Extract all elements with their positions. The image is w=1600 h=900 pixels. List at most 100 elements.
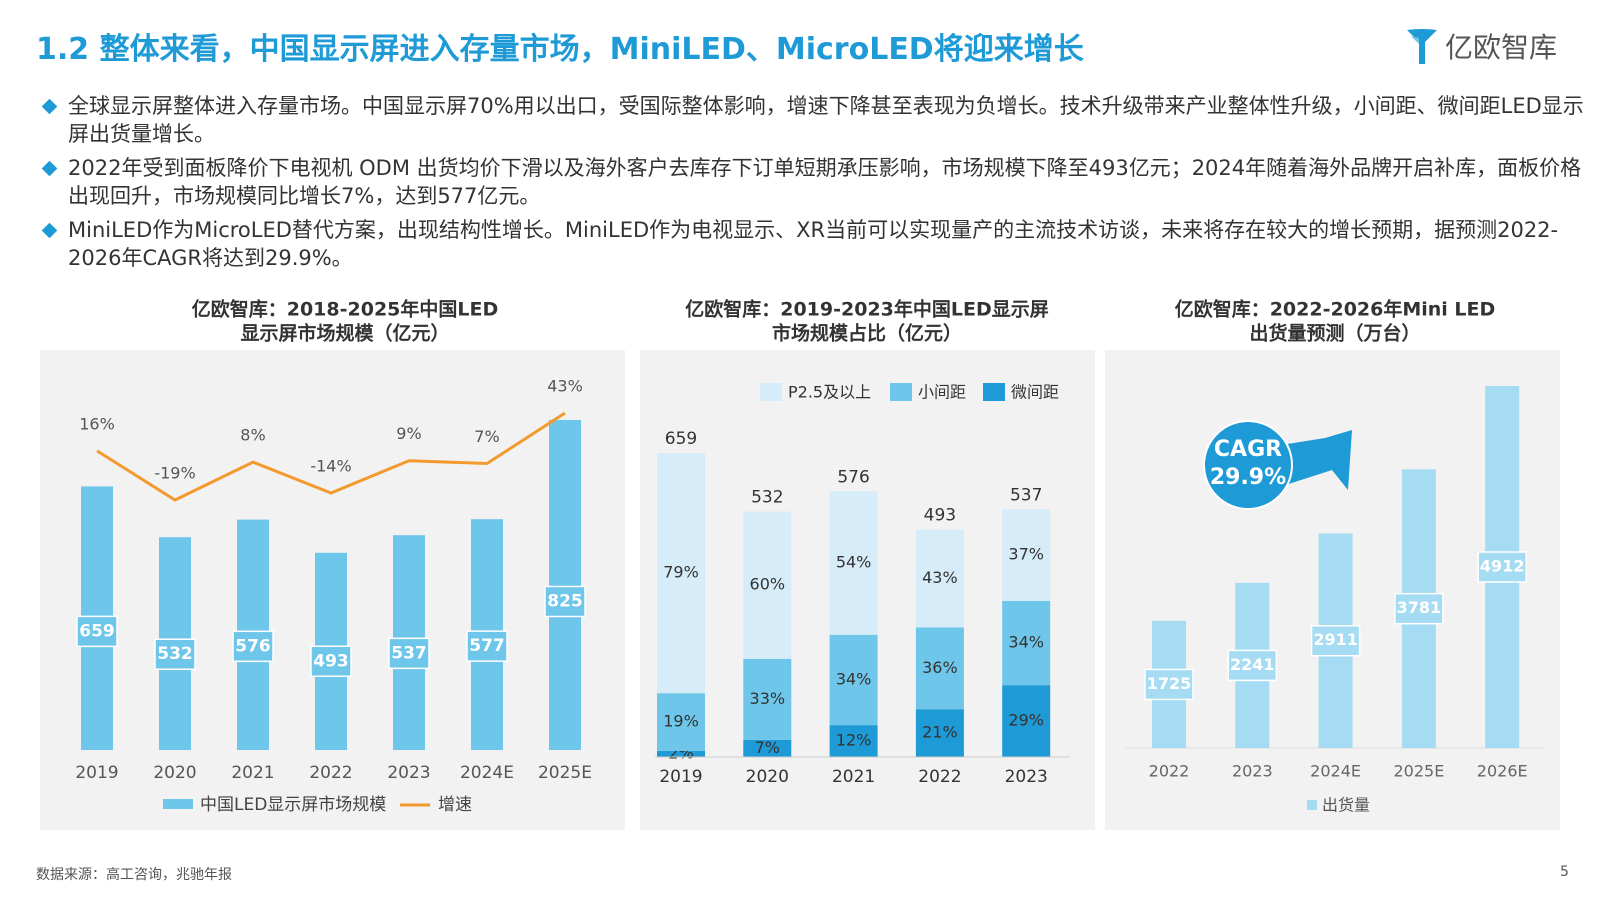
segment-label: 7% bbox=[755, 738, 780, 757]
bar-segment bbox=[657, 693, 705, 751]
annotation: 29.9% bbox=[1210, 465, 1286, 490]
bar-segment bbox=[829, 634, 878, 726]
x-tick-label: 2022 bbox=[309, 763, 352, 783]
legend-label: 小间距 bbox=[918, 383, 966, 402]
bullet: MiniLED作为MicroLED替代方案，出现结构性增长。MiniLED作为电… bbox=[40, 216, 1585, 272]
bar-segment bbox=[743, 511, 792, 659]
legend-label: 增速 bbox=[438, 795, 472, 815]
bar-label: 576 bbox=[235, 636, 271, 656]
bar-segment bbox=[743, 739, 792, 757]
x-tick-label: 2023 bbox=[1005, 767, 1048, 787]
x-tick-label: 2022 bbox=[918, 767, 961, 787]
bar-label-box bbox=[1394, 592, 1444, 625]
bar-label: 3781 bbox=[1397, 598, 1442, 617]
line-label: 7% bbox=[474, 427, 499, 446]
bar-label: 577 bbox=[469, 636, 505, 656]
x-tick-label: 2021 bbox=[231, 763, 274, 783]
logo-text: 亿欧智库 bbox=[1445, 31, 1558, 64]
total-label: 537 bbox=[1010, 485, 1042, 505]
total-label: 576 bbox=[837, 467, 869, 487]
bar-label-box bbox=[544, 585, 586, 618]
x-tick-label: 2023 bbox=[1232, 762, 1273, 781]
bar-segment bbox=[1002, 600, 1051, 686]
bar-label-box bbox=[310, 645, 352, 678]
chart-title: 出货量预测（万台） bbox=[1249, 322, 1420, 345]
logo: 亿欧智库 bbox=[1405, 26, 1557, 66]
x-tick-label: 2019 bbox=[659, 767, 702, 787]
chart-title: 市场规模占比（亿元） bbox=[772, 322, 962, 345]
x-tick-label: 2019 bbox=[75, 763, 118, 783]
x-tick-label: 2025E bbox=[538, 763, 592, 783]
bar-segment bbox=[915, 627, 964, 710]
bar-label: 493 bbox=[313, 651, 349, 671]
bar-segment bbox=[657, 453, 705, 694]
source: 数据来源：高工咨询，兆驰年报 bbox=[36, 867, 232, 883]
bar-label-box bbox=[76, 615, 118, 648]
legend-label: 出货量 bbox=[1322, 796, 1370, 815]
bar bbox=[549, 420, 581, 750]
annotation: CAGR bbox=[1214, 437, 1282, 462]
x-tick-label: 2020 bbox=[153, 763, 196, 783]
legend-swatch bbox=[983, 383, 1005, 401]
bar-label: 2241 bbox=[1230, 655, 1275, 674]
chart-title: 亿欧智库：2018-2025年中国LED bbox=[192, 298, 499, 321]
growth-line bbox=[96, 411, 566, 502]
segment-label: 60% bbox=[750, 575, 786, 594]
bullet-list: 全球显示屏整体进入存量市场。中国显示屏70%用以出口，受国际整体影响，增速下降甚… bbox=[40, 92, 1585, 278]
legend-swatch bbox=[890, 383, 912, 401]
bullet: 全球显示屏整体进入存量市场。中国显示屏70%用以出口，受国际整体影响，增速下降甚… bbox=[40, 92, 1585, 148]
segment-label: 19% bbox=[663, 712, 699, 731]
x-tick-label: 2024E bbox=[1310, 762, 1361, 781]
slide-title: 1.2 整体来看，中国显示屏进入存量市场，MiniLED、MicroLED将迎来… bbox=[36, 32, 1084, 67]
bar-segment bbox=[1002, 685, 1051, 757]
line-label: 16% bbox=[79, 414, 115, 433]
segment-label: 33% bbox=[750, 689, 786, 708]
segment-label: 12% bbox=[836, 731, 872, 750]
bar-segment bbox=[829, 491, 878, 635]
segment-label: 54% bbox=[836, 553, 872, 572]
x-tick-label: 2021 bbox=[832, 767, 875, 787]
legend-label: 微间距 bbox=[1011, 383, 1059, 402]
total-label: 532 bbox=[751, 488, 783, 508]
chart-title: 亿欧智库：2019-2023年中国LED显示屏 bbox=[685, 298, 1049, 321]
total-label: 659 bbox=[665, 429, 697, 449]
bar-label-box bbox=[232, 630, 274, 663]
bar-label-box bbox=[1227, 649, 1278, 682]
segment-label: 43% bbox=[922, 568, 958, 587]
bar-segment bbox=[915, 709, 964, 757]
bar-label: 825 bbox=[547, 592, 583, 612]
bar-segment bbox=[1002, 509, 1051, 601]
bar-label: 1725 bbox=[1147, 674, 1192, 693]
line-label: -19% bbox=[154, 464, 195, 483]
logo-icon bbox=[1407, 29, 1437, 64]
line-label: 8% bbox=[240, 426, 265, 445]
segment-label: 34% bbox=[1008, 633, 1044, 652]
line-label: -14% bbox=[310, 456, 351, 475]
bullet: 2022年受到面板降价下电视机 ODM 出货均价下滑以及海外客户去库存下订单短期… bbox=[40, 154, 1585, 210]
segment-label: 37% bbox=[1008, 545, 1044, 564]
page-number: 5 bbox=[1560, 864, 1569, 880]
bar-label-box bbox=[466, 630, 508, 662]
bar-label-box bbox=[154, 638, 196, 670]
x-tick-label: 2025E bbox=[1393, 762, 1444, 781]
x-tick-label: 2023 bbox=[387, 763, 430, 783]
bar-label: 2911 bbox=[1313, 630, 1358, 649]
segment-label: 36% bbox=[922, 658, 958, 677]
bar-label-box bbox=[1477, 551, 1527, 583]
bar-segment bbox=[829, 725, 878, 757]
bar-label-box bbox=[1144, 668, 1194, 701]
legend-swatch bbox=[1307, 800, 1317, 810]
legend-label: P2.5及以上 bbox=[788, 383, 871, 402]
bar-segment bbox=[743, 658, 792, 740]
line-label: 43% bbox=[547, 377, 583, 396]
segment-label: 34% bbox=[836, 669, 872, 688]
legend-swatch bbox=[760, 383, 782, 401]
bar-label: 659 bbox=[79, 621, 115, 641]
chart-title: 亿欧智库：2022-2026年Mini LED bbox=[1175, 298, 1496, 321]
legend-label: 中国LED显示屏市场规模 bbox=[200, 795, 386, 815]
segment-label: 29% bbox=[1008, 711, 1044, 730]
bar-segment bbox=[915, 529, 964, 628]
x-tick-label: 2022 bbox=[1149, 762, 1190, 781]
segment-label: 79% bbox=[663, 563, 699, 582]
